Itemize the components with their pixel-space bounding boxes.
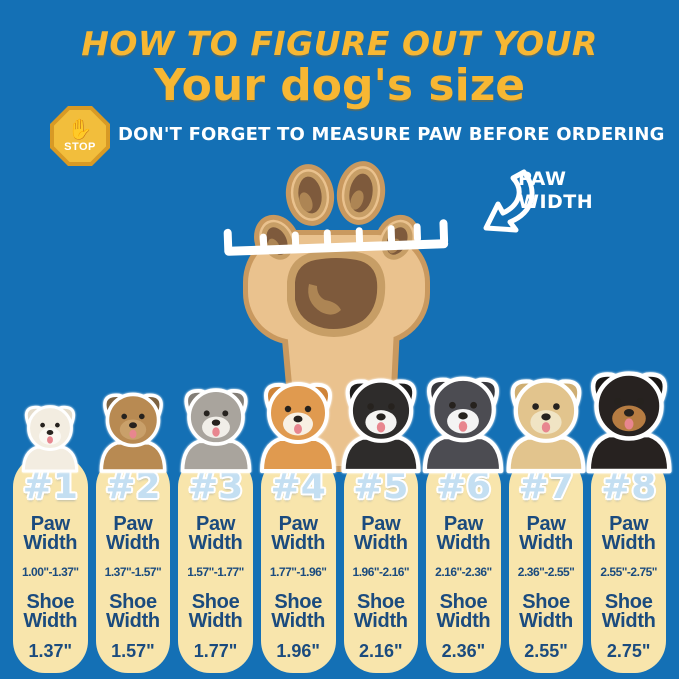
dog-photo-rottweiler: [573, 359, 679, 474]
size-number: #8: [601, 466, 657, 507]
stop-label: STOP: [64, 140, 96, 153]
subheadline: Your dog's size: [153, 60, 526, 111]
dog-photo-sheepdog-puppy: [169, 378, 262, 473]
dog-photo-husky: [410, 365, 516, 474]
paw-width-heading: Paw Width: [601, 513, 656, 554]
size-number: #3: [187, 466, 244, 507]
size-column-3: #3 Paw Width 1.57"-1.77" Shoe Width 1.77…: [178, 388, 253, 673]
headline: HOW TO FIGURE OUT YOUR: [81, 24, 598, 63]
shoe-width-value: 2.55": [524, 641, 568, 661]
stop-sign-inner: ✋ STOP: [54, 110, 106, 162]
shoe-width-value: 1.37": [28, 641, 73, 661]
size-column-7: #7 Paw Width 2.36"-2.55" Shoe Width 2.55…: [506, 378, 586, 673]
paw-width-heading: Paw Width: [436, 513, 491, 554]
paw-width-heading: Paw Width: [271, 513, 326, 554]
size-number: #1: [22, 466, 78, 507]
ruler-icon: [223, 219, 449, 256]
paw-width-heading: Paw Width: [188, 513, 243, 554]
shoe-width-heading: Shoe Width: [436, 591, 491, 632]
warning-text: DON'T FORGET TO MEASURE PAW BEFORE ORDER…: [118, 124, 665, 145]
paw-width-range: 2.55"-2.75": [600, 565, 657, 579]
shoe-width-heading: Shoe Width: [23, 591, 78, 632]
shoe-width-heading: Shoe Width: [519, 591, 573, 632]
shoe-width-value: 1.57": [111, 641, 155, 661]
size-column-4: #4 Paw Width 1.77"-1.96" Shoe Width 1.96…: [260, 382, 337, 673]
paw-width-range: 2.36"-2.55": [517, 565, 575, 579]
stop-sign: ✋ STOP: [50, 106, 110, 166]
paw-width-range: 1.77"-1.96": [269, 565, 327, 579]
shoe-width-heading: Shoe Width: [601, 591, 656, 632]
dog-photo-golden-retriever: [494, 367, 598, 474]
size-column-8: #8 Paw Width 2.55"-2.75" Shoe Width 2.75…: [586, 371, 672, 673]
paw-width-heading: Paw Width: [519, 513, 573, 554]
paw-width-range: 2.16"-2.36": [435, 565, 492, 579]
shoe-width-heading: Shoe Width: [353, 591, 408, 632]
dog-photo-border-collie: [329, 367, 433, 474]
dog-photo-shiba-inu: [248, 371, 348, 473]
hand-icon: ✋: [67, 118, 93, 141]
shoe-width-heading: Shoe Width: [106, 591, 160, 632]
size-number: #2: [105, 466, 161, 507]
paw-width-range: 1.37"-1.57": [104, 565, 162, 579]
size-number: #4: [270, 466, 326, 507]
paw-width-range: 1.00"-1.37": [22, 565, 79, 579]
shoe-width-heading: Shoe Width: [271, 591, 326, 632]
shoe-width-value: 1.96": [276, 641, 320, 661]
size-column-5: #5 Paw Width 1.96"-2.16" Shoe Width 2.16…: [341, 378, 421, 673]
dog-photo-yorkshire-terrier: [89, 383, 177, 473]
shoe-width-value: 2.36": [441, 641, 486, 661]
paw-width-range: 1.96"-2.16": [352, 565, 410, 579]
size-chart: #1 Paw Width 1.00"-1.37" Shoe Width 1.37…: [13, 371, 672, 673]
shoe-width-heading: Shoe Width: [188, 591, 243, 632]
shoe-width-value: 2.75": [606, 641, 651, 661]
paw-width-heading: Paw Width: [106, 513, 160, 554]
paw-width-range: 1.57"-1.77": [187, 565, 244, 579]
size-number: #7: [518, 466, 574, 507]
dog-photo-bichon-frise: [13, 397, 87, 473]
shoe-width-value: 1.77": [193, 641, 238, 661]
shoe-width-value: 2.16": [359, 641, 403, 661]
curved-arrow-icon: [483, 169, 535, 233]
size-number: #5: [353, 466, 409, 507]
size-column-1: #1 Paw Width 1.00"-1.37" Shoe Width 1.37…: [13, 405, 88, 673]
size-number: #6: [435, 466, 492, 507]
paw-central-pad: [287, 250, 386, 337]
paw-width-heading: Paw Width: [23, 513, 78, 554]
paw-width-heading: Paw Width: [353, 513, 408, 554]
size-column-6: #6 Paw Width 2.16"-2.36" Shoe Width 2.36…: [423, 376, 504, 673]
size-column-2: #2 Paw Width 1.37"-1.57" Shoe Width 1.57…: [95, 392, 171, 673]
